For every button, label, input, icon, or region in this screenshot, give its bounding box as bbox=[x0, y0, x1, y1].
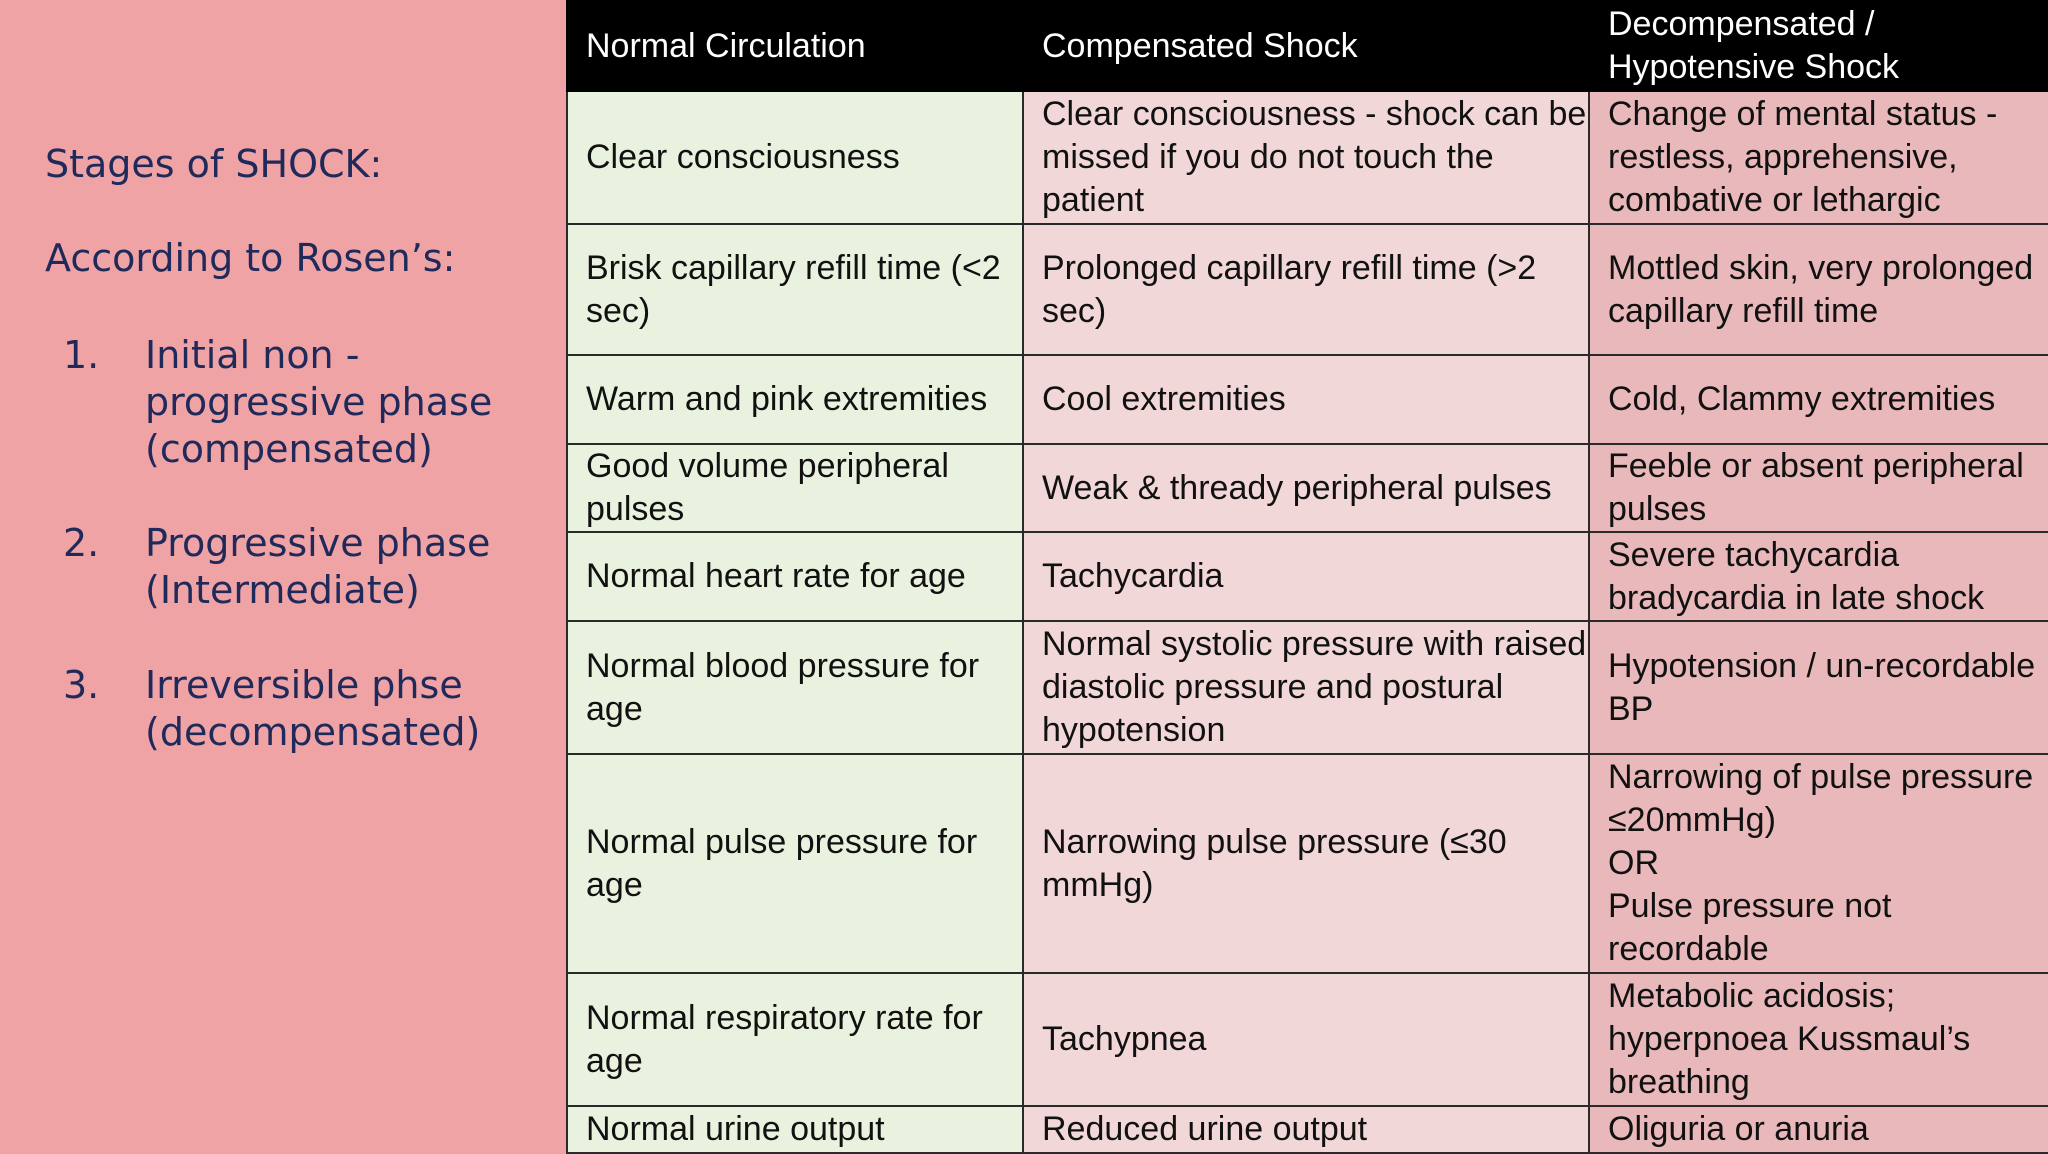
table-row: Good volume peripheral pulses Weak & thr… bbox=[566, 443, 2048, 533]
shock-comparison-table: Normal Circulation Compensated Shock Dec… bbox=[566, 0, 2048, 1154]
cell-compensated: Cool extremities bbox=[1022, 354, 1590, 445]
cell-normal: Normal heart rate for age bbox=[566, 531, 1024, 622]
cell-decompensated: Severe tachycardia bradycardia in late s… bbox=[1588, 531, 2048, 622]
cell-compensated: Narrowing pulse pressure (≤30 mmHg) bbox=[1022, 753, 1590, 974]
table-row: Normal respiratory rate for age Tachypne… bbox=[566, 972, 2048, 1107]
table-row: Brisk capillary refill time (<2 sec) Pro… bbox=[566, 223, 2048, 356]
cell-compensated: Normal systolic pressure with raised dia… bbox=[1022, 620, 1590, 755]
cell-normal: Normal respiratory rate for age bbox=[566, 972, 1024, 1107]
cell-decompensated: Cold, Clammy extremities bbox=[1588, 354, 2048, 445]
table-row: Normal heart rate for age Tachycardia Se… bbox=[566, 531, 2048, 622]
shock-table-container: Normal Circulation Compensated Shock Dec… bbox=[566, 0, 2048, 1154]
cell-line: OR bbox=[1608, 844, 1659, 882]
table-header-row: Normal Circulation Compensated Shock Dec… bbox=[566, 0, 2048, 92]
table-row: Normal pulse pressure for age Narrowing … bbox=[566, 753, 2048, 974]
cell-normal: Normal pulse pressure for age bbox=[566, 753, 1024, 974]
stage-text: Irreversible phse (decompensated) bbox=[145, 663, 481, 754]
cell-decompensated: Change of mental status - restless, appr… bbox=[1588, 90, 2048, 225]
header-normal-circulation: Normal Circulation bbox=[566, 0, 1024, 92]
cell-decompensated: Metabolic acidosis; hyperpnoea Kussmaul’… bbox=[1588, 972, 2048, 1107]
cell-compensated: Weak & thready peripheral pulses bbox=[1022, 443, 1590, 533]
cell-normal: Good volume peripheral pulses bbox=[566, 443, 1024, 533]
cell-normal: Brisk capillary refill time (<2 sec) bbox=[566, 223, 1024, 356]
cell-compensated: Tachycardia bbox=[1022, 531, 1590, 622]
table-row: Normal blood pressure for age Normal sys… bbox=[566, 620, 2048, 755]
cell-compensated: Clear consciousness - shock can be misse… bbox=[1022, 90, 1590, 225]
cell-decompensated: Hypotension / un-recordable BP bbox=[1588, 620, 2048, 755]
cell-normal: Normal blood pressure for age bbox=[566, 620, 1024, 755]
cell-decompensated: Oliguria or anuria bbox=[1588, 1105, 2048, 1154]
table-row: Warm and pink extremities Cool extremiti… bbox=[566, 354, 2048, 445]
cell-decompensated: Feeble or absent peripheral pulses bbox=[1588, 443, 2048, 533]
cell-decompensated: Narrowing of pulse pressure ≤20mmHg) OR … bbox=[1588, 753, 2048, 974]
header-decompensated-shock: Decompensated / Hypotensive Shock bbox=[1588, 0, 2048, 92]
stage-text: Progressive phase (Intermediate) bbox=[145, 521, 491, 612]
cell-normal: Clear consciousness bbox=[566, 90, 1024, 225]
cell-compensated: Reduced urine output bbox=[1022, 1105, 1590, 1154]
stages-title: Stages of SHOCK: bbox=[45, 142, 383, 186]
stages-subtitle: According to Rosen’s: bbox=[45, 236, 456, 280]
header-compensated-shock: Compensated Shock bbox=[1022, 0, 1590, 92]
cell-compensated: Tachypnea bbox=[1022, 972, 1590, 1107]
cell-line: Narrowing of pulse pressure ≤20mmHg) bbox=[1608, 758, 2034, 839]
table-row: Clear consciousness Clear consciousness … bbox=[566, 90, 2048, 225]
stage-number: 2. bbox=[63, 521, 100, 565]
cell-decompensated: Mottled skin, very prolonged capillary r… bbox=[1588, 223, 2048, 356]
cell-line: Pulse pressure not recordable bbox=[1608, 887, 1892, 968]
table-row: Normal urine output Reduced urine output… bbox=[566, 1105, 2048, 1154]
cell-normal: Warm and pink extremities bbox=[566, 354, 1024, 445]
cell-normal: Normal urine output bbox=[566, 1105, 1024, 1154]
stages-panel: Stages of SHOCK: According to Rosen’s: 1… bbox=[0, 0, 566, 1152]
stage-number: 3. bbox=[63, 663, 100, 707]
stage-number: 1. bbox=[63, 333, 100, 377]
cell-compensated: Prolonged capillary refill time (>2 sec) bbox=[1022, 223, 1590, 356]
stage-text: Initial non - progressive phase (compens… bbox=[145, 333, 493, 471]
